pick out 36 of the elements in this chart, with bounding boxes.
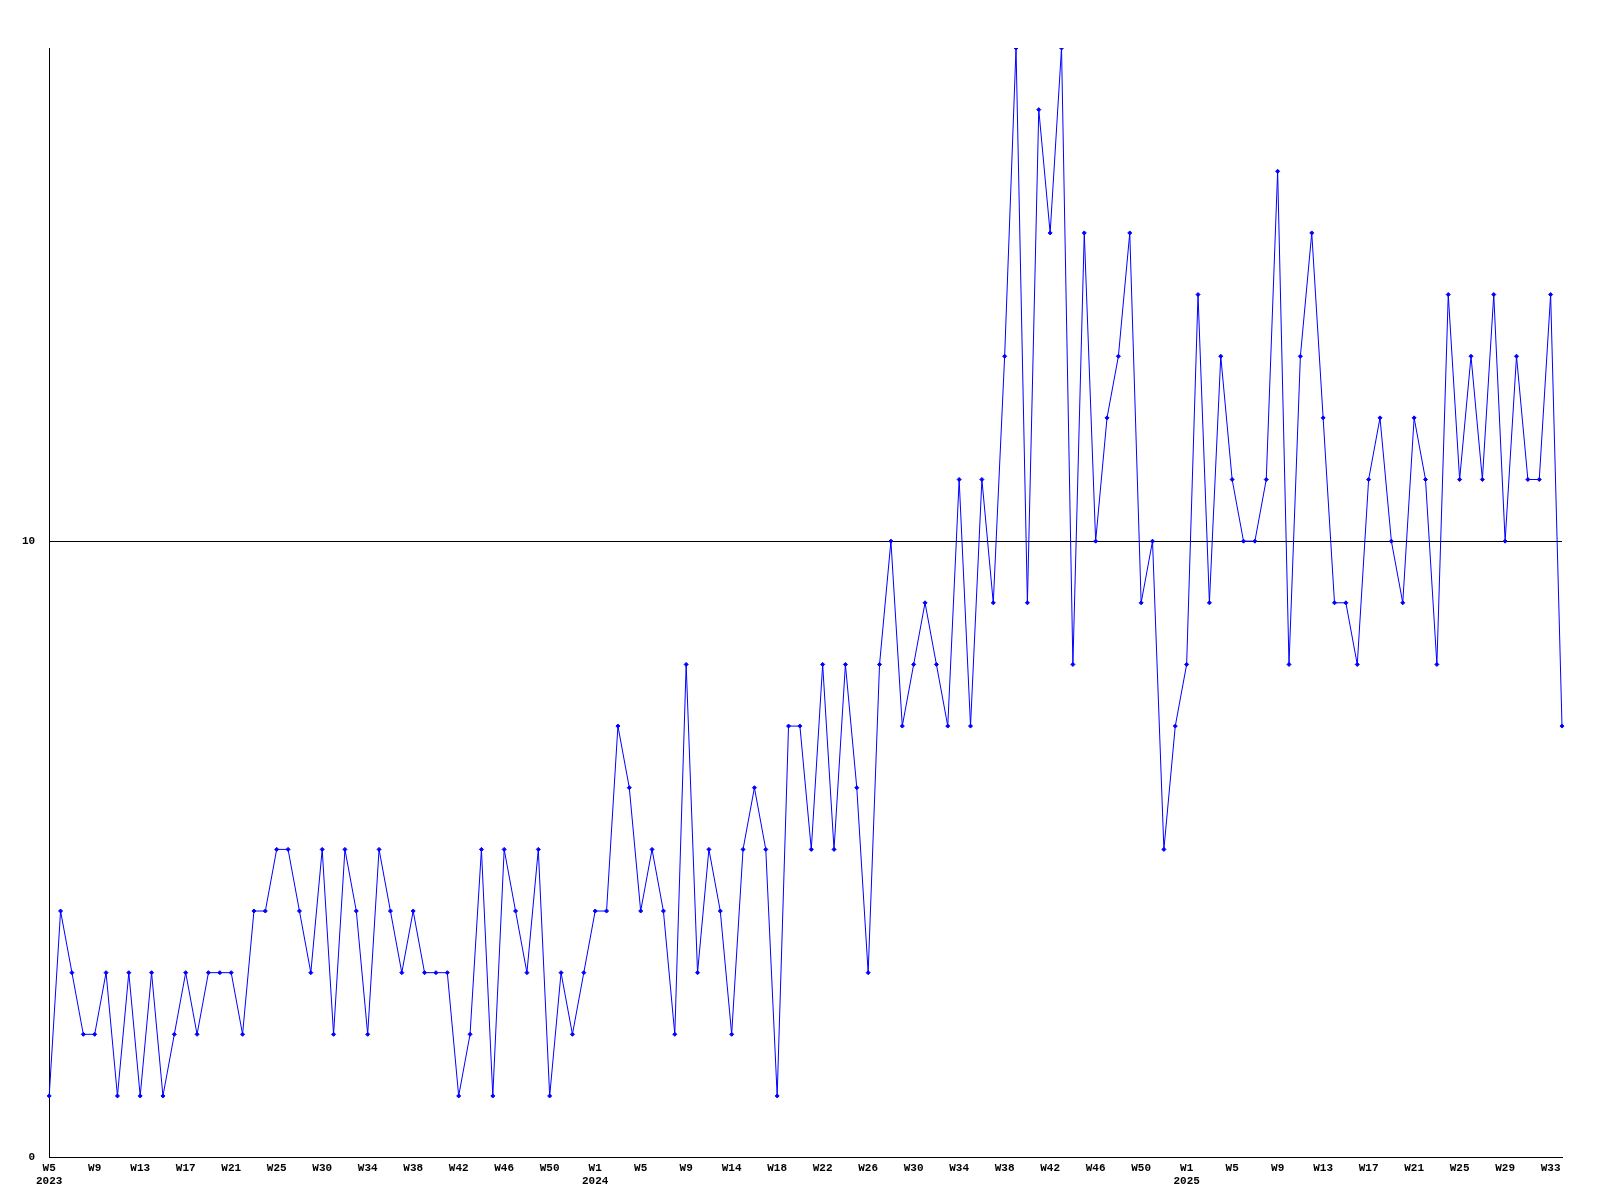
x-tick-label: W46 <box>494 1161 515 1174</box>
x-tick-label: W9 <box>1271 1161 1285 1174</box>
x-tick-label: W38 <box>994 1161 1015 1174</box>
x-tick-label: W1 2025 <box>1173 1161 1201 1188</box>
x-tick-label: W13 <box>130 1161 151 1174</box>
x-tick-label: W1 2024 <box>581 1161 609 1188</box>
x-tick-label: W50 <box>1131 1161 1152 1174</box>
x-tick-label: W21 <box>1404 1161 1425 1174</box>
x-tick-label: W46 <box>1085 1161 1106 1174</box>
x-tick-label: W29 <box>1495 1161 1516 1174</box>
x-tick-label: W21 <box>221 1161 242 1174</box>
y-tick-label: 0 <box>28 1151 36 1164</box>
x-tick-label: W25 <box>1449 1161 1470 1174</box>
x-tick-label: W30 <box>903 1161 924 1174</box>
x-tick-label: W26 <box>858 1161 879 1174</box>
x-tick-label: W33 <box>1540 1161 1561 1174</box>
x-tick-label: W22 <box>812 1161 833 1174</box>
x-tick-label: W17 <box>1358 1161 1379 1174</box>
x-tick-label: W42 <box>448 1161 469 1174</box>
x-tick-label: W25 <box>266 1161 287 1174</box>
x-tick-label: W34 <box>357 1161 378 1174</box>
x-tick-label: W9 <box>679 1161 693 1174</box>
x-tick-label: W9 <box>88 1161 102 1174</box>
x-tick-label: W5 <box>634 1161 648 1174</box>
x-tick-label: W5 <box>1225 1161 1240 1174</box>
x-tick-label: W17 <box>175 1161 196 1174</box>
x-tick-label: W38 <box>403 1161 424 1174</box>
x-tick-label: W18 <box>767 1161 788 1174</box>
x-tick-label: W42 <box>1040 1161 1061 1174</box>
x-tick-label: W14 <box>721 1161 742 1174</box>
x-tick-label: W13 <box>1313 1161 1334 1174</box>
x-tick-label: W34 <box>949 1161 970 1174</box>
x-tick-label: W30 <box>312 1161 333 1174</box>
x-tick-label: W50 <box>539 1161 560 1174</box>
x-tick-label: W5 2023 <box>36 1161 63 1188</box>
y-tick-label: 10 <box>22 534 36 547</box>
